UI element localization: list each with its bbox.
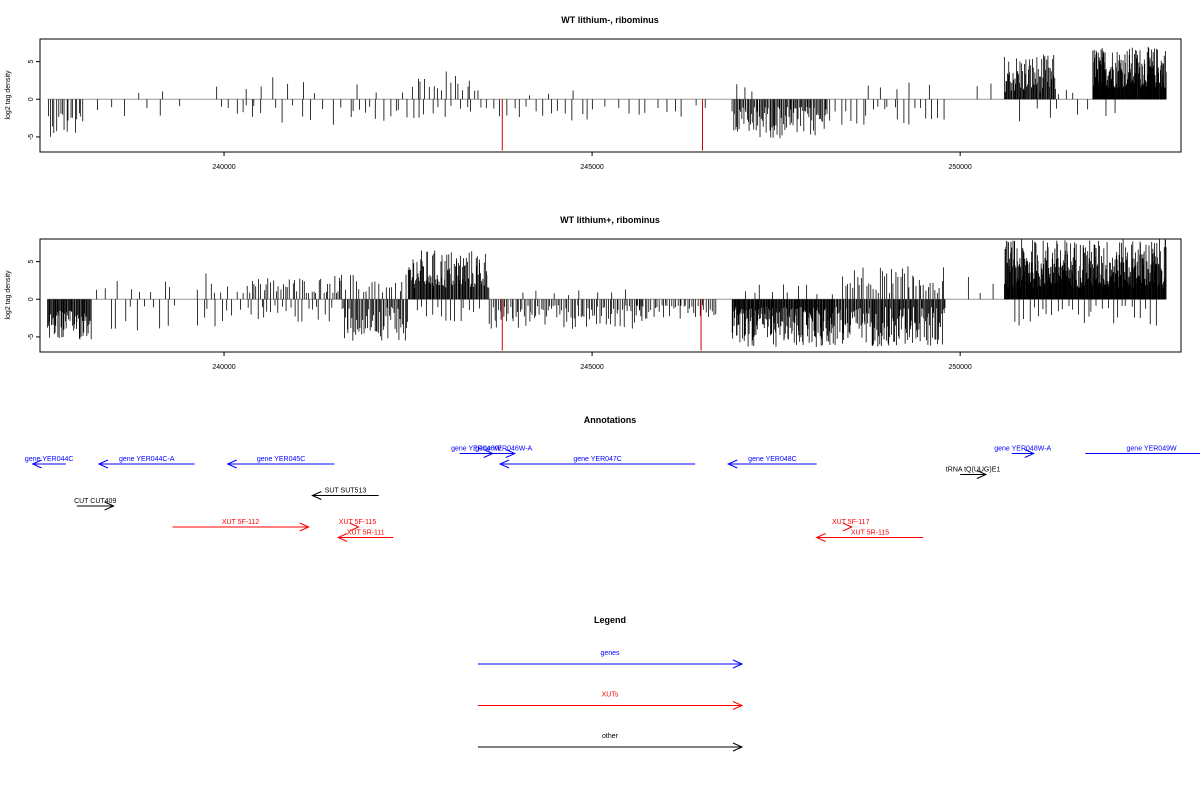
panel1-ylabel: log2 tag density: [5, 70, 12, 120]
y-tick-label: 0: [28, 297, 35, 301]
legend-title: Legend: [594, 615, 626, 625]
legend-arrow-head: [732, 701, 744, 710]
feature-label: CUT CUT409: [74, 498, 116, 505]
feature-arrow-head: [815, 533, 826, 542]
feature-label: gene YER046W: [451, 446, 501, 453]
feature-arrow-head: [498, 459, 510, 469]
feature-arrow-head: [226, 459, 237, 469]
legend-label: XUTs: [602, 692, 619, 699]
panel1-title: WT lithium-, ribominus: [561, 15, 659, 25]
y-tick-label: 0: [28, 97, 35, 101]
feature-arrow-head: [842, 522, 853, 532]
feature-label: gene YER046W-A: [475, 446, 532, 453]
x-tick-label: 245000: [580, 164, 603, 171]
feature-arrow-head: [311, 491, 322, 500]
feature-arrow-head: [104, 501, 115, 511]
legend-label: other: [602, 733, 619, 740]
feature-label: XUT 5F-112: [222, 519, 260, 526]
y-tick-label: -5: [28, 134, 35, 140]
feature-arrow-head: [505, 449, 517, 458]
feature-label: gene YER045C: [257, 456, 306, 463]
feature-arrow-head: [976, 470, 988, 479]
annotations-title: Annotations: [584, 415, 637, 425]
feature-label: gene YER047C: [573, 456, 622, 463]
feature-arrow-head: [97, 459, 109, 469]
feature-label: gene YER048W-A: [994, 446, 1051, 453]
feature-label: gene YER044C: [25, 456, 74, 463]
feature-arrow-head: [1024, 449, 1036, 458]
panel2-plot: 240000 245000 250000 -5 0 5: [28, 238, 1182, 371]
panel-frame: [39, 238, 1182, 353]
x-tick-label: 240000: [212, 364, 235, 371]
panel2-title: WT lithium+, ribominus: [560, 215, 660, 225]
x-tick-label: 250000: [948, 164, 971, 171]
feature-label: XUT 5F-117: [832, 519, 870, 526]
legend-label: genes: [600, 650, 620, 657]
panel-frame: [39, 38, 1182, 153]
feature-arrow-head: [299, 522, 310, 532]
feature-arrow-head: [31, 459, 42, 469]
feature-label: tRNA tQ(UUG)E1: [946, 467, 1001, 474]
feature-arrow-head: [727, 459, 738, 469]
panel2-ylabel: log2 tag density: [5, 270, 12, 320]
panel1-plot: 240000 245000 250000 -5 0 5: [28, 38, 1182, 171]
x-tick-label: 245000: [580, 364, 603, 371]
feature-arrow-head: [349, 522, 360, 532]
legend-arrow-head: [732, 659, 744, 669]
feature-label: gene YER049W: [1127, 446, 1177, 453]
legend-arrow-head: [732, 742, 744, 752]
y-tick-label: -5: [28, 334, 35, 340]
x-tick-label: 250000: [948, 364, 971, 371]
y-tick-label: 5: [28, 60, 35, 64]
feature-label: gene YER044C-A: [119, 456, 175, 463]
legend: genes XUTs other: [478, 650, 744, 752]
feature-label: SUT SUT513: [325, 488, 367, 495]
feature-arrow-head: [336, 533, 348, 542]
annotation-track: gene YER044C gene YER044C-A gene YER045C ge…: [25, 446, 1200, 542]
feature-label: XUT 5F-115: [339, 519, 377, 526]
feature-label: gene YER048C: [748, 456, 797, 463]
feature-label: XUT 5R-115: [851, 530, 889, 537]
y-tick-label: 5: [28, 260, 35, 264]
feature-label: XUT 5R-111: [347, 530, 385, 537]
x-tick-label: 240000: [212, 164, 235, 171]
